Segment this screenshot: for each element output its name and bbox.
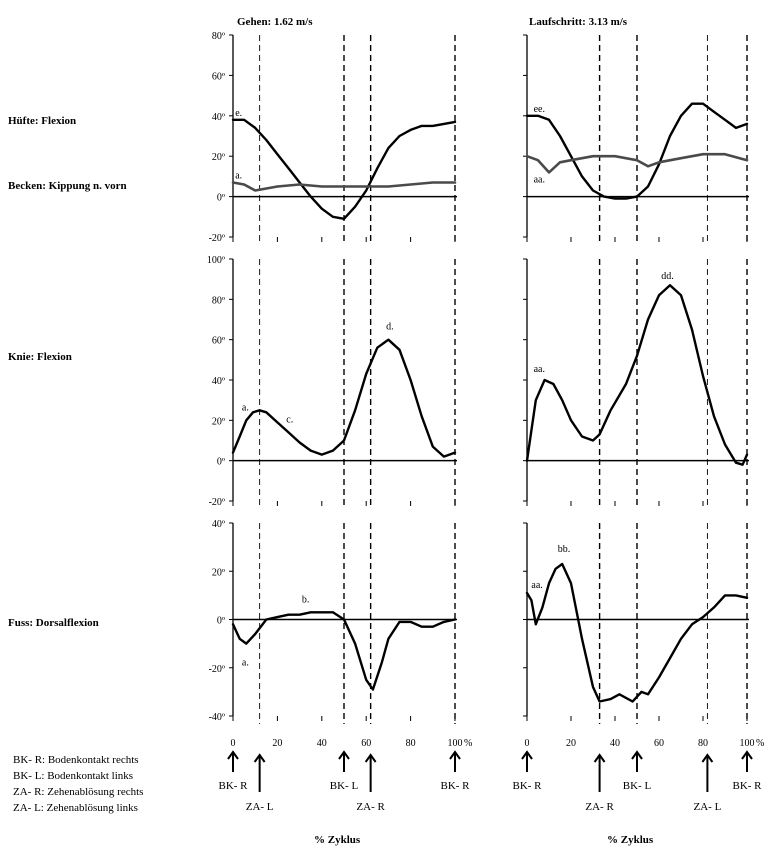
x-tick-label: 40 [317, 738, 327, 749]
event-arrow-head [593, 753, 606, 763]
x-tick-label: 0 [231, 738, 236, 749]
panel-title-walk: Gehen: 1.62 m/s [237, 16, 313, 28]
event-arrow-head [338, 750, 350, 760]
y-tick-label: -20º [209, 233, 225, 244]
y-tick-label: 20º [212, 152, 225, 163]
event-arrow-head [741, 750, 753, 760]
y-tick-label: -40º [209, 712, 225, 723]
y-tick-label: 20º [212, 567, 225, 578]
event-label: ZA- R [585, 801, 614, 813]
annotation-label: c. [286, 414, 293, 425]
event-arrow-head [631, 750, 643, 760]
row-label-hip: Hüfte: Flexion [8, 115, 77, 127]
annotation-label: bb. [558, 544, 571, 555]
x-tick-label: 80 [406, 738, 416, 749]
x-tick-label: 60 [654, 738, 664, 749]
x-unit-label: % [464, 738, 472, 749]
event-label: ZA- L [694, 801, 722, 813]
annotation-label: ee. [534, 104, 545, 115]
event-label: ZA- L [246, 801, 274, 813]
event-arrow-head [701, 753, 714, 763]
legend-item: BK- L: Bodenkontakt links [13, 770, 134, 782]
flexion-line [231, 118, 457, 221]
annotation-label: dd. [661, 271, 674, 282]
event-label: BK- R [512, 780, 542, 792]
row-label-pelvis: Becken: Kippung n. vorn [8, 180, 127, 192]
annotation-label: b. [302, 595, 310, 606]
annotation-label: aa. [531, 580, 542, 591]
x-caption-run: % Zyklus [607, 834, 654, 846]
event-arrow-head [364, 753, 377, 763]
y-tick-label: 60º [212, 71, 225, 82]
event-arrow-head [521, 750, 533, 760]
legend-item: ZA- R: Zehenablösung rechts [13, 786, 144, 798]
x-caption-walk: % Zyklus [314, 834, 361, 846]
event-arrow-head [449, 750, 461, 760]
row-label-knee: Knie: Flexion [8, 351, 72, 363]
y-tick-label: 40º [212, 376, 225, 387]
y-tick-label: 40º [212, 519, 225, 530]
x-tick-label: 80 [698, 738, 708, 749]
y-tick-label: 0º [217, 457, 225, 468]
y-tick-label: -20º [209, 664, 225, 675]
pelvis-tilt-line [231, 181, 457, 192]
annotation-label: aa. [534, 364, 545, 375]
event-label: BK- R [732, 780, 762, 792]
y-tick-label: 80º [212, 31, 225, 42]
event-label: BK- L [330, 780, 359, 792]
flexion-line [525, 562, 749, 703]
annotation-label: a. [242, 402, 249, 413]
x-tick-label: 100 [448, 738, 463, 749]
flexion-line [525, 102, 749, 200]
x-tick-label: 20 [566, 738, 576, 749]
y-tick-label: 60º [212, 336, 225, 347]
x-tick-label: 100 [740, 738, 755, 749]
pelvis-tilt-line [525, 152, 749, 174]
y-tick-label: -20º [209, 497, 225, 508]
x-tick-label: 20 [272, 738, 282, 749]
x-tick-label: 60 [361, 738, 371, 749]
flexion-line [231, 338, 457, 458]
event-arrow-head [253, 753, 266, 763]
x-tick-label: 0 [525, 738, 530, 749]
legend-item: BK- R: Bodenkontakt rechts [13, 754, 139, 766]
y-tick-label: 100º [207, 255, 225, 266]
y-tick-label: 40º [212, 112, 225, 123]
x-tick-label: 40 [610, 738, 620, 749]
event-label: BK- R [218, 780, 248, 792]
annotation-label: a. [242, 657, 249, 668]
annotation-label: a. [235, 170, 242, 181]
y-tick-label: 0º [217, 193, 225, 204]
flexion-line [525, 284, 749, 466]
event-label: BK- R [440, 780, 470, 792]
panel-title-run: Laufschritt: 3.13 m/s [529, 16, 628, 28]
legend-item: ZA- L: Zehenablösung links [13, 802, 138, 814]
row-label-foot: Fuss: Dorsalflexion [8, 617, 99, 629]
x-unit-label: % [756, 738, 764, 749]
y-tick-label: 80º [212, 295, 225, 306]
annotation-label: d. [386, 322, 394, 333]
annotation-label: aa. [534, 174, 545, 185]
event-arrow-head [227, 750, 239, 760]
flexion-line [231, 611, 457, 691]
y-tick-label: 0º [217, 616, 225, 627]
annotation-label: e. [235, 108, 242, 119]
event-label: ZA- R [356, 801, 385, 813]
legend: BK- R: Bodenkontakt rechts BK- L: Bodenk… [13, 752, 143, 816]
event-label: BK- L [623, 780, 652, 792]
y-tick-label: 20º [212, 416, 225, 427]
